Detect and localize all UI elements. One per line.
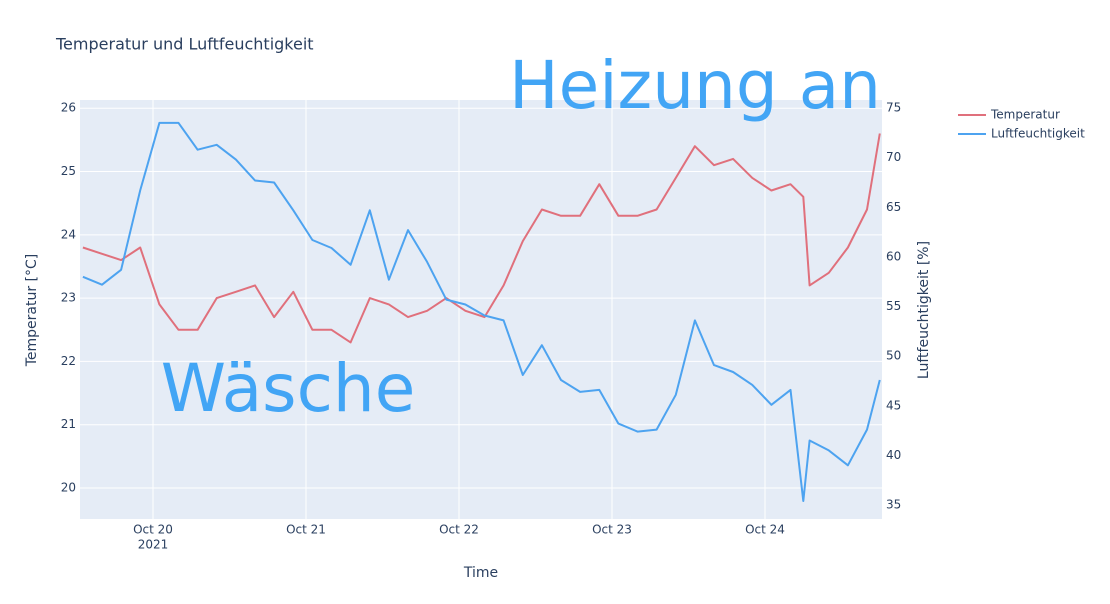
- y2-tick-label: 65: [886, 200, 901, 214]
- line-series: [82, 133, 881, 344]
- chart-title: Temperatur und Luftfeuchtigkeit: [55, 35, 314, 54]
- y2-tick-label: 70: [886, 150, 901, 164]
- y-axis-title: Temperatur [°C]: [24, 254, 40, 368]
- y2-tick-label: 45: [886, 398, 901, 412]
- annotation: Heizung an: [509, 47, 881, 124]
- x-tick-label: Oct 22: [439, 523, 479, 537]
- y-tick-label: 24: [61, 227, 76, 241]
- y-tick-label: 20: [61, 480, 76, 494]
- y-tick-label: 22: [61, 354, 76, 368]
- x-tick-label: Oct 24: [745, 523, 785, 537]
- x-tick-label: Oct 23: [592, 523, 632, 537]
- y-tick-label: 25: [61, 164, 76, 178]
- plot-area: [80, 100, 882, 519]
- y2-axis-title: Luftfeuchtigkeit [%]: [916, 241, 932, 379]
- y-tick-label: 23: [61, 291, 76, 305]
- line-series: [82, 121, 881, 502]
- y2-tick-label: 75: [886, 101, 901, 115]
- y2-tick-label: 50: [886, 349, 901, 363]
- y2-tick-label: 40: [886, 448, 901, 462]
- legend-label: Luftfeuchtigkeit: [991, 127, 1085, 141]
- x-axis-title: Time: [463, 565, 498, 581]
- x-tick-label: Oct 21: [286, 523, 326, 537]
- x-tick-label: Oct 20: [133, 523, 173, 537]
- y-tick-label: 21: [61, 417, 76, 431]
- x-year-label: 2021: [138, 538, 169, 552]
- y2-tick-label: 55: [886, 299, 901, 313]
- y2-tick-label: 60: [886, 249, 901, 263]
- y2-tick-label: 35: [886, 498, 901, 512]
- legend-label: Temperatur: [990, 108, 1060, 122]
- annotation: Wäsche: [161, 350, 416, 427]
- y-tick-label: 26: [61, 101, 76, 115]
